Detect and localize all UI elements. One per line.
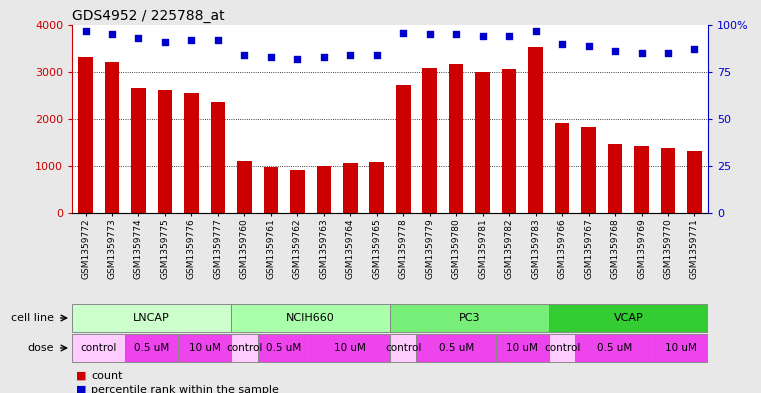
Text: count: count	[91, 371, 123, 381]
Point	[503, 33, 515, 39]
Bar	[78, 57, 93, 213]
Point	[318, 54, 330, 60]
Text: 10 uM: 10 uM	[334, 343, 366, 353]
Point	[476, 33, 489, 39]
Point	[582, 42, 594, 49]
Point	[609, 48, 621, 55]
Bar	[654, 334, 708, 362]
Point	[106, 31, 118, 38]
Text: 0.5 uM: 0.5 uM	[266, 343, 301, 353]
Bar	[158, 90, 172, 213]
Text: 0.5 uM: 0.5 uM	[438, 343, 474, 353]
Bar	[496, 334, 549, 362]
Bar	[549, 304, 708, 332]
Text: 0.5 uM: 0.5 uM	[134, 343, 170, 353]
Text: LNCAP: LNCAP	[133, 313, 170, 323]
Bar	[310, 334, 390, 362]
Bar	[634, 146, 649, 213]
Point	[291, 56, 304, 62]
Text: percentile rank within the sample: percentile rank within the sample	[91, 385, 279, 393]
Text: VCAP: VCAP	[613, 313, 643, 323]
Bar	[476, 72, 490, 213]
Bar	[396, 85, 410, 213]
Point	[662, 50, 674, 56]
Bar	[72, 304, 231, 332]
Bar	[422, 68, 437, 213]
Bar	[687, 151, 702, 213]
Point	[344, 52, 356, 58]
Point	[530, 28, 542, 34]
Text: 10 uM: 10 uM	[665, 343, 697, 353]
Point	[371, 52, 383, 58]
Text: control: control	[226, 343, 263, 353]
Text: GDS4952 / 225788_at: GDS4952 / 225788_at	[72, 9, 225, 22]
Text: dose: dose	[27, 343, 54, 353]
Bar	[370, 162, 384, 213]
Text: 0.5 uM: 0.5 uM	[597, 343, 632, 353]
Text: NCIH660: NCIH660	[286, 313, 335, 323]
Bar	[549, 334, 575, 362]
Bar	[237, 161, 252, 213]
Bar	[581, 127, 596, 213]
Bar	[105, 62, 119, 213]
Point	[186, 37, 198, 43]
Bar	[263, 167, 279, 213]
Bar	[231, 334, 258, 362]
Bar	[184, 93, 199, 213]
Text: control: control	[544, 343, 581, 353]
Point	[556, 40, 568, 47]
Text: PC3: PC3	[459, 313, 480, 323]
Bar	[290, 170, 304, 213]
Bar	[211, 102, 225, 213]
Text: control: control	[81, 343, 117, 353]
Bar	[501, 69, 517, 213]
Point	[79, 28, 91, 34]
Text: ■: ■	[76, 385, 87, 393]
Bar	[72, 334, 126, 362]
Text: control: control	[385, 343, 422, 353]
Text: 10 uM: 10 uM	[189, 343, 221, 353]
Bar	[231, 304, 390, 332]
Bar	[575, 334, 654, 362]
Bar	[258, 334, 310, 362]
Point	[689, 46, 701, 53]
Point	[132, 35, 145, 41]
Point	[212, 37, 224, 43]
Point	[450, 31, 462, 38]
Bar	[528, 47, 543, 213]
Text: 10 uM: 10 uM	[507, 343, 538, 353]
Bar	[317, 165, 331, 213]
Point	[424, 31, 436, 38]
Point	[397, 29, 409, 36]
Bar	[131, 88, 146, 213]
Point	[159, 39, 171, 45]
Bar	[555, 123, 569, 213]
Bar	[416, 334, 496, 362]
Text: ■: ■	[76, 371, 87, 381]
Bar	[343, 163, 358, 213]
Text: cell line: cell line	[11, 313, 54, 323]
Bar	[126, 334, 178, 362]
Bar	[608, 144, 622, 213]
Point	[238, 52, 250, 58]
Point	[265, 54, 277, 60]
Bar	[178, 334, 231, 362]
Point	[635, 50, 648, 56]
Bar	[390, 304, 549, 332]
Bar	[449, 64, 463, 213]
Bar	[390, 334, 416, 362]
Bar	[661, 148, 675, 213]
